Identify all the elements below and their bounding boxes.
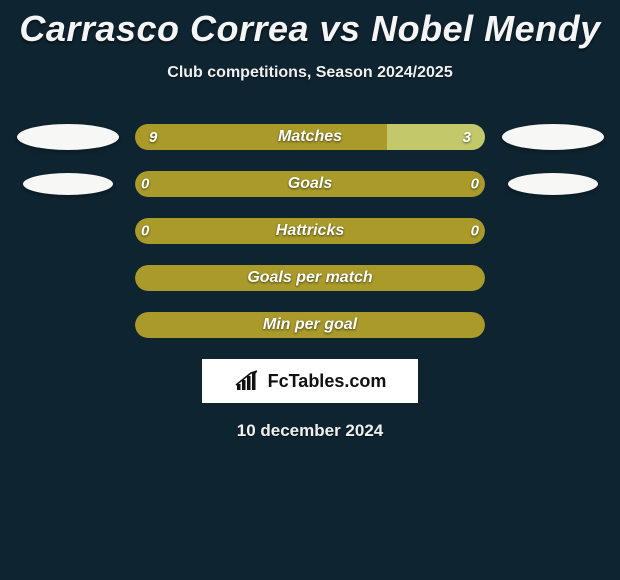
comparison-row: 9 3 Matches [0,124,620,150]
stat-value-right: 0 [471,176,479,193]
row-right-slot [485,171,620,197]
stat-label: Goals [288,175,332,193]
player-marker-left [23,173,113,195]
page-title: Carrasco Correa vs Nobel Mendy [0,0,620,50]
stat-value-left: 0 [141,176,149,193]
stat-bar-segment-right: 3 [387,124,485,150]
chart-icon [234,370,262,392]
watermark-label: FcTables.com [268,371,387,392]
stat-value-right: 3 [453,129,481,146]
stat-label: Goals per match [247,269,372,287]
row-right-slot [485,218,620,244]
stat-bar: 9 3 Matches [135,124,485,150]
player-marker-right [502,124,604,150]
stat-value-left: 0 [141,223,149,240]
stat-label: Matches [278,128,342,146]
row-right-slot [485,265,620,291]
row-left-slot [0,312,135,338]
row-left-slot [0,124,135,150]
stat-label: Hattricks [276,222,344,240]
stat-bar: Min per goal [135,312,485,338]
stat-label: Min per goal [263,316,357,334]
stat-bar: 0 0 Goals [135,171,485,197]
stat-bar: 0 0 Hattricks [135,218,485,244]
row-left-slot [0,171,135,197]
comparison-row: 0 0 Goals [0,171,620,197]
stat-value-right: 0 [471,223,479,240]
stat-bar-segment-left: 9 [135,124,387,150]
row-left-slot [0,265,135,291]
row-right-slot [485,312,620,338]
row-left-slot [0,218,135,244]
player-marker-right [508,173,598,195]
row-right-slot [485,124,620,150]
comparison-row: Goals per match [0,265,620,291]
watermark-box: FcTables.com [202,359,418,403]
date-label: 10 december 2024 [0,421,620,441]
comparison-row: Min per goal [0,312,620,338]
comparison-rows: 9 3 Matches 0 0 Goals 0 0 Hattricks Goals per mat… [0,124,620,338]
page-subtitle: Club competitions, Season 2024/2025 [0,64,620,82]
stat-bar: Goals per match [135,265,485,291]
comparison-row: 0 0 Hattricks [0,218,620,244]
player-marker-left [17,124,119,150]
stat-value-left: 9 [139,129,167,146]
